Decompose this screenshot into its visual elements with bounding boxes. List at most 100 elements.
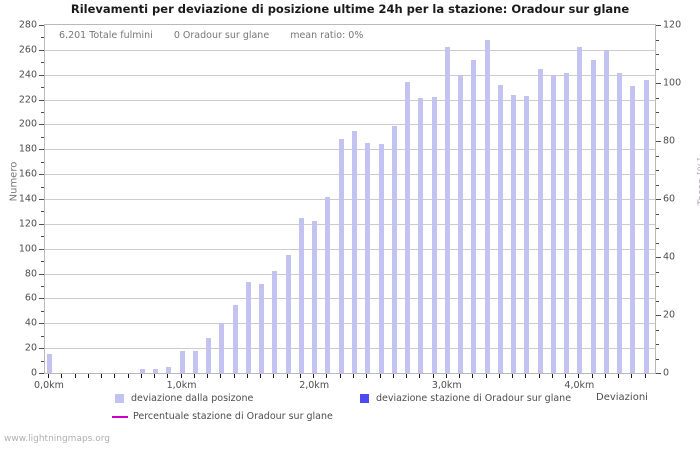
y-axis-left-tick-label: 240 xyxy=(18,69,37,81)
y-axis-left-minor-tick xyxy=(41,37,44,39)
x-axis-tick xyxy=(538,374,540,378)
y-axis-right-minor-tick xyxy=(656,329,659,331)
y-axis-left-minor-tick xyxy=(41,186,44,188)
y-axis-left-minor-tick xyxy=(41,161,44,163)
y-axis-left-title: Numero xyxy=(8,161,20,202)
legend-label-2: Percentuale stazione di Oradour sur glan… xyxy=(133,411,333,422)
y-axis-left-minor-tick xyxy=(41,310,44,312)
y-axis-left: 0 20 40 60 80 100 120 140 160 180 200 220 240 260 280 xyxy=(0,20,44,379)
y-axis-right-minor-tick xyxy=(656,344,659,345)
x-axis-tick-label: 1,0km xyxy=(166,380,197,391)
y-axis-left-tick xyxy=(39,49,44,51)
y-axis-left-minor-tick xyxy=(41,236,44,238)
x-axis-tick xyxy=(220,374,222,378)
x-axis-title: Deviazioni xyxy=(596,392,648,403)
x-axis-tick xyxy=(366,374,368,378)
x-axis-tick xyxy=(167,374,169,378)
bar xyxy=(643,79,649,373)
x-axis-tick xyxy=(127,374,129,378)
x-axis: 0,0km 1,0km 2,0km 3,0km 4,0km xyxy=(34,374,656,400)
y-axis-right-minor-tick xyxy=(656,112,659,113)
x-axis-tick xyxy=(525,374,527,378)
x-axis-tick xyxy=(326,374,328,378)
y-axis-left-tick-label: 140 xyxy=(18,193,37,205)
legend-label-1: deviazione stazione di Oradour sur glane xyxy=(376,393,572,404)
x-axis-tick xyxy=(445,374,447,378)
bar xyxy=(378,144,384,373)
x-axis-tick xyxy=(233,374,235,378)
y-axis-left-tick-label: 160 xyxy=(18,168,37,180)
gridline xyxy=(45,348,655,350)
gridline xyxy=(45,49,655,51)
y-axis-left-tick-label: 120 xyxy=(18,218,37,230)
y-axis-left-tick xyxy=(39,149,44,151)
y-axis-left-tick xyxy=(39,248,44,250)
bar xyxy=(524,95,530,373)
y-axis-right-title: Tasso [%] xyxy=(696,157,700,206)
legend-swatch-deviazione-stazione xyxy=(360,394,369,403)
bars-layer xyxy=(45,25,655,373)
y-axis-right-minor-tick xyxy=(656,68,659,70)
x-axis-tick xyxy=(459,374,461,378)
y-axis-left-tick xyxy=(39,74,44,76)
stat-station: 0 Oradour sur glane xyxy=(173,30,270,41)
y-axis-left-tick xyxy=(39,25,44,26)
y-axis-right-tick xyxy=(656,141,661,142)
legend-label-0: deviazione dalla posizone xyxy=(131,393,254,404)
x-axis-tick xyxy=(48,374,49,378)
x-axis-tick xyxy=(101,374,103,378)
y-axis-left-tick xyxy=(39,298,44,300)
y-axis-left-minor-tick xyxy=(41,286,44,287)
y-axis-left-minor-tick xyxy=(41,136,44,138)
y-axis-left-minor-tick xyxy=(41,211,44,213)
bar xyxy=(577,47,583,373)
bar xyxy=(431,97,437,373)
y-axis-right-minor-tick xyxy=(656,39,659,41)
bar xyxy=(550,74,556,373)
gridline xyxy=(45,174,655,176)
bar xyxy=(139,369,145,373)
x-axis-tick xyxy=(313,374,315,378)
y-axis-right-minor-tick xyxy=(656,242,659,244)
y-axis-left-tick xyxy=(39,273,44,275)
y-axis-right-minor-tick xyxy=(656,286,659,287)
bar xyxy=(617,73,623,373)
y-axis-right-tick-label: 0 xyxy=(663,367,670,379)
y-axis-right-minor-tick xyxy=(656,126,659,128)
bar xyxy=(179,350,185,373)
y-axis-right-tick xyxy=(656,315,661,316)
y-axis-right-tick-label: 100 xyxy=(663,77,682,89)
y-axis-left-minor-tick xyxy=(41,62,44,64)
x-axis-tick xyxy=(379,374,381,378)
y-axis-right-tick xyxy=(656,83,661,84)
bar xyxy=(365,143,371,373)
gridlines xyxy=(45,25,655,373)
y-axis-left-tick xyxy=(39,99,44,101)
bar xyxy=(352,130,357,373)
bar xyxy=(391,125,397,373)
x-axis-tick xyxy=(180,374,182,378)
x-axis-tick xyxy=(644,374,646,378)
legend-item-2: Percentuale stazione di Oradour sur glan… xyxy=(112,411,333,422)
bar xyxy=(511,94,517,373)
y-axis-left-tick xyxy=(39,348,44,350)
y-axis-left-tick xyxy=(39,323,44,325)
page-title: Rilevamenti per deviazione di posizione … xyxy=(70,2,630,16)
bar xyxy=(272,271,278,373)
bar xyxy=(471,59,477,373)
y-axis-left-tick-label: 40 xyxy=(24,317,37,329)
x-axis-tick xyxy=(74,374,76,378)
y-axis-left-minor-tick xyxy=(41,335,44,337)
y-axis-right-tick-label: 40 xyxy=(663,251,676,263)
x-axis-tick xyxy=(631,374,633,378)
gridline xyxy=(45,124,655,126)
x-axis-tick xyxy=(114,374,116,378)
y-axis-left-minor-tick xyxy=(41,112,44,113)
y-axis-right-minor-tick xyxy=(656,170,659,171)
y-axis-left-tick-label: 220 xyxy=(18,94,37,106)
y-axis-right-tick xyxy=(656,199,661,200)
y-axis-left-tick-label: 280 xyxy=(18,19,37,31)
y-axis-left-tick-label: 0 xyxy=(30,367,37,379)
y-axis-left-minor-tick xyxy=(41,261,44,263)
bar xyxy=(603,49,609,373)
